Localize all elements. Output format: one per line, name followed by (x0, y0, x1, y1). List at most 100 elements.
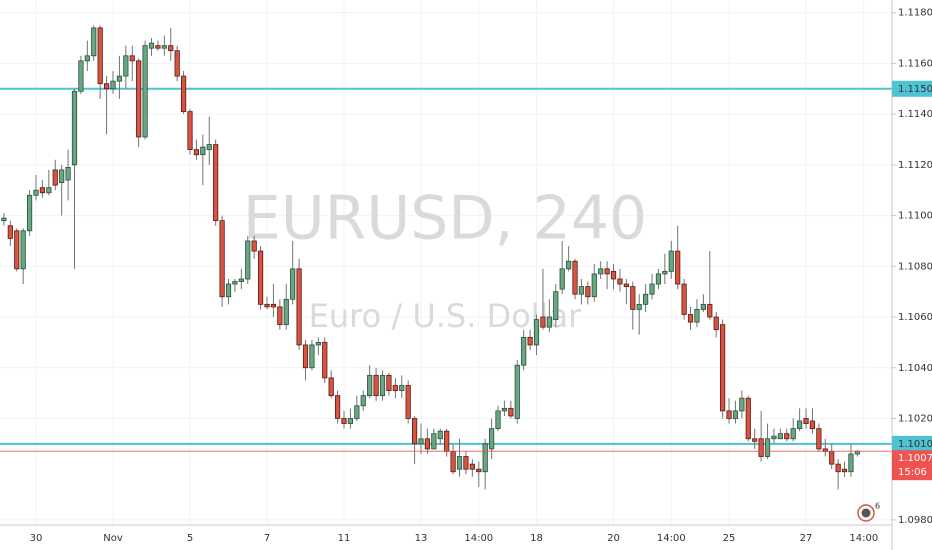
candle-body (790, 428, 796, 440)
candle-body (360, 395, 366, 407)
candle-body (835, 463, 841, 473)
badge-count: 6 (875, 502, 880, 511)
candle-body (238, 278, 244, 282)
candle-body (572, 260, 578, 295)
candle-body (630, 286, 636, 310)
candle-body (482, 443, 488, 473)
candle-body (508, 407, 514, 417)
candle-body (411, 418, 418, 445)
candle-body (540, 316, 546, 328)
watermark-subtitle: Euro / U.S. Dollar (309, 297, 583, 335)
candle-body (257, 250, 264, 305)
candle-body (662, 270, 668, 275)
candle-body (347, 418, 354, 424)
y-tick-label: 1.11600 (898, 58, 932, 69)
candle-body (610, 270, 617, 280)
candle-body (322, 341, 328, 379)
x-tick-label: 14:00 (464, 533, 493, 544)
candle-body (752, 438, 758, 442)
candle-body (168, 45, 174, 52)
candle-body (341, 418, 347, 424)
candle-body (103, 83, 110, 90)
candle-body (65, 166, 71, 181)
candle-body (123, 55, 129, 77)
candle-body (585, 286, 591, 298)
last-price-box (892, 450, 932, 481)
level-label: 1.10100 (898, 439, 932, 450)
candle-body (386, 374, 392, 391)
candle-body (110, 80, 116, 90)
candle-body (155, 45, 161, 49)
candle-body (39, 187, 46, 194)
x-tick-label: 7 (264, 533, 270, 544)
candle-body (700, 303, 706, 310)
level-label-box (892, 80, 932, 97)
candle-body (816, 428, 822, 450)
candle-body (97, 27, 103, 85)
level-label: 1.11500 (898, 84, 932, 95)
candle-body (174, 50, 180, 77)
candle-body (328, 377, 334, 397)
candle-body (334, 395, 341, 419)
candle-body (251, 240, 257, 252)
candle-body (71, 90, 78, 166)
candle-body (668, 250, 674, 272)
x-tick-label: 14:00 (657, 533, 686, 544)
x-tick-label: 27 (800, 533, 813, 544)
candle-body (187, 111, 193, 151)
snapshot-badge[interactable] (857, 504, 875, 522)
x-tick-label: 25 (723, 533, 736, 544)
candle-body (726, 410, 732, 419)
candle-body (476, 468, 482, 473)
candle-body (598, 268, 604, 275)
candle-body (129, 55, 135, 62)
candle-body (732, 410, 739, 419)
candle-body (566, 260, 572, 270)
candle-body (418, 438, 424, 445)
candle-body (521, 336, 527, 366)
y-tick-label: 1.10200 (898, 413, 932, 424)
candle-body (456, 456, 463, 470)
candle-body (136, 60, 142, 138)
candle-body (777, 433, 783, 440)
y-tick-label: 1.10600 (898, 312, 932, 323)
level-label-box (892, 435, 932, 452)
candle-body (116, 75, 123, 82)
candle-body (636, 303, 642, 310)
y-tick-label: 1.11800 (898, 8, 932, 19)
candle-body (450, 451, 456, 473)
candle-body (649, 283, 655, 295)
candle-body (206, 144, 212, 151)
candle-body (848, 453, 854, 473)
candle-body (59, 169, 65, 184)
x-tick-label: 5 (187, 533, 193, 544)
candle-body (1, 217, 7, 222)
candle-body (437, 430, 443, 440)
candle-body (78, 60, 84, 92)
candle-body (302, 344, 309, 369)
candle-body (469, 463, 475, 470)
candle-body (720, 324, 726, 412)
countdown-label: 15:06 (898, 467, 927, 478)
candle-body (623, 283, 629, 287)
candle-body (591, 273, 597, 298)
candle-body (367, 374, 373, 397)
candle-body (7, 225, 13, 239)
candle-body (91, 27, 97, 57)
candle-body (424, 438, 431, 450)
snapshot-badge-dot (861, 508, 871, 518)
candle-body (161, 45, 167, 49)
candle-body (578, 286, 585, 295)
y-tick-label: 1.11000 (898, 211, 932, 222)
candle-body (277, 306, 283, 326)
candle-body (270, 303, 277, 308)
candle-body (546, 316, 552, 328)
candle-body (290, 268, 296, 300)
candle-body (283, 298, 289, 326)
candle-body (758, 438, 764, 457)
candle-body (264, 303, 270, 308)
y-tick-label: 1.10400 (898, 363, 932, 374)
y-tick-label: 1.11400 (898, 109, 932, 120)
